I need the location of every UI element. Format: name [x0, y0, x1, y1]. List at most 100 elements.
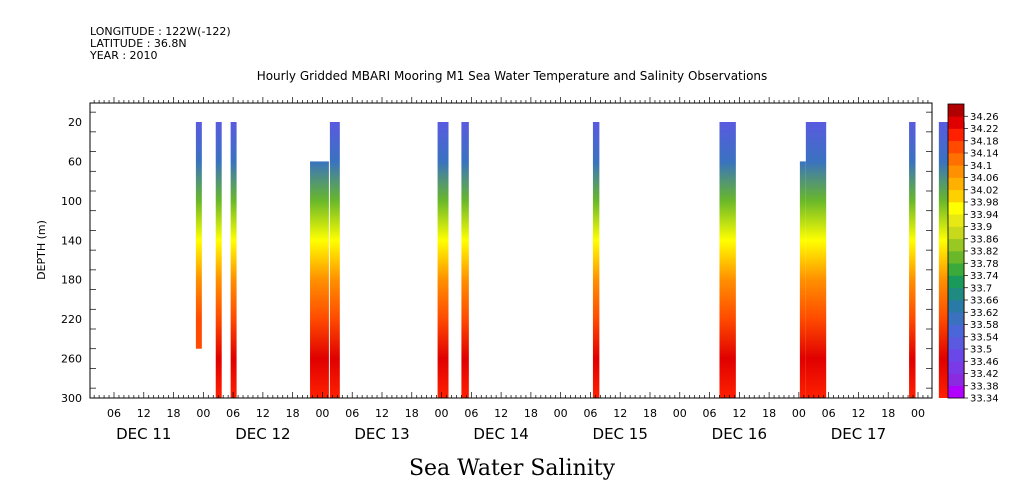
colorbar-label: 34.26	[970, 112, 999, 123]
x-hour-tick-label: 00	[196, 407, 210, 420]
colorbar-label: 33.58	[970, 320, 999, 331]
profile-bar	[592, 122, 600, 398]
y-tick-label: 260	[61, 353, 82, 366]
colorbar-swatch	[948, 385, 964, 399]
colorbar-label: 34.22	[970, 124, 999, 135]
colorbar-swatch	[948, 312, 964, 325]
longitude-label: LONGITUDE : 122W(-122)	[90, 25, 231, 38]
colorbar-label: 33.7	[970, 283, 992, 294]
colorbar-swatch	[948, 128, 964, 142]
x-hour-tick-label: 12	[256, 407, 270, 420]
x-hour-tick-label: 00	[673, 407, 687, 420]
x-hour-tick-label: 00	[435, 407, 449, 420]
colorbar-label: 33.34	[970, 394, 999, 405]
colorbar-swatch	[948, 165, 964, 178]
x-hour-tick-label: 12	[732, 407, 746, 420]
year-label: YEAR : 2010	[89, 49, 158, 62]
data-layer	[195, 122, 965, 398]
x-hour-tick-label: 00	[554, 407, 568, 420]
colorbar-swatch	[948, 300, 964, 313]
colorbar-swatch	[948, 263, 964, 276]
colorbar-swatch	[948, 361, 964, 374]
colorbar-label: 34.14	[970, 149, 999, 160]
profile-bar	[909, 122, 916, 398]
profile-bar	[799, 161, 806, 398]
x-day-label: DEC 13	[354, 425, 409, 443]
colorbar-swatch	[948, 349, 964, 362]
x-axis: 06 12 18 00 06 12 18 00 06 12 18 00 06 12 18 00 06 12 18 00…	[93, 97, 929, 443]
y-axis: 20 60 100 140 180 220 260 300	[61, 111, 932, 405]
colorbar-swatch	[948, 275, 964, 289]
colorbar-swatch	[948, 324, 964, 338]
x-hour-tick-label: 18	[524, 407, 538, 420]
x-hour-tick-label: 06	[703, 407, 717, 420]
profile-bar	[329, 122, 340, 398]
y-tick-label: 20	[68, 116, 82, 129]
colorbar-swatch	[948, 153, 964, 166]
x-hour-tick-label: 18	[881, 407, 895, 420]
x-hour-tick-label: 12	[137, 407, 151, 420]
colorbar-swatch	[948, 104, 964, 117]
colorbar-label: 33.74	[970, 271, 999, 282]
x-day-label: DEC 11	[116, 425, 171, 443]
colorbar-swatch	[948, 140, 964, 154]
profile-bar	[805, 122, 827, 398]
colorbar-label: 34.1	[970, 161, 992, 172]
y-tick-label: 180	[61, 274, 82, 287]
colorbar-swatch	[948, 116, 964, 129]
x-day-label: DEC 15	[593, 425, 648, 443]
footer-caption: Sea Water Salinity	[409, 456, 616, 481]
x-day-label: DEC 17	[831, 425, 886, 443]
x-hour-tick-label: 12	[494, 407, 508, 420]
y-tick-label: 140	[61, 234, 82, 247]
profile-bar	[461, 122, 469, 398]
colorbar-label: 34.06	[970, 173, 999, 184]
profile-bar	[310, 161, 329, 398]
colorbar-label: 33.38	[970, 381, 999, 392]
x-hour-tick-label: 12	[851, 407, 865, 420]
x-hour-tick-label: 18	[405, 407, 419, 420]
colorbar-label: 33.82	[970, 247, 999, 258]
latitude-label: LATITUDE : 36.8N	[90, 37, 187, 50]
x-day-label: DEC 14	[473, 425, 528, 443]
colorbar-label: 34.18	[970, 136, 999, 147]
colorbar-label: 33.86	[970, 234, 999, 245]
chart-title: Hourly Gridded MBARI Mooring M1 Sea Wate…	[257, 69, 768, 83]
x-hour-tick-label: 18	[167, 407, 181, 420]
colorbar-swatch	[948, 287, 964, 301]
colorbar-swatch	[948, 251, 964, 264]
profile-bar	[437, 122, 449, 398]
y-tick-label: 300	[61, 392, 82, 405]
x-hour-tick-label: 06	[464, 407, 478, 420]
colorbar-label: 33.94	[970, 210, 999, 221]
y-axis-label: DEPTH (m)	[35, 220, 48, 280]
y-tick-label: 220	[61, 313, 82, 326]
colorbar-label: 33.9	[970, 222, 992, 233]
x-hour-tick-label: 06	[226, 407, 240, 420]
x-hour-tick-label: 00	[315, 407, 329, 420]
x-day-label: DEC 16	[712, 425, 767, 443]
colorbar-label: 33.42	[970, 369, 999, 380]
x-hour-tick-label: 00	[911, 407, 925, 420]
colorbar-label: 33.98	[970, 198, 999, 209]
profile-bar	[719, 122, 736, 398]
colorbar-swatch	[948, 238, 964, 252]
profile-bar	[215, 122, 222, 398]
colorbar-label: 33.78	[970, 259, 999, 270]
x-hour-tick-label: 18	[643, 407, 657, 420]
colorbar-swatch	[948, 189, 964, 203]
colorbar-swatch	[948, 226, 964, 240]
x-hour-tick-label: 06	[345, 407, 359, 420]
colorbar-swatch	[948, 373, 964, 387]
x-hour-tick-label: 12	[613, 407, 627, 420]
x-hour-tick-label: 18	[762, 407, 776, 420]
x-hour-tick-label: 06	[107, 407, 121, 420]
x-day-label: DEC 12	[235, 425, 290, 443]
colorbar-label: 33.54	[970, 332, 999, 343]
y-tick-label: 100	[61, 195, 82, 208]
colorbar-swatch	[948, 202, 964, 215]
colorbar-swatch	[948, 336, 964, 350]
profile-bar	[230, 122, 237, 398]
colorbar-label: 33.66	[970, 296, 999, 307]
